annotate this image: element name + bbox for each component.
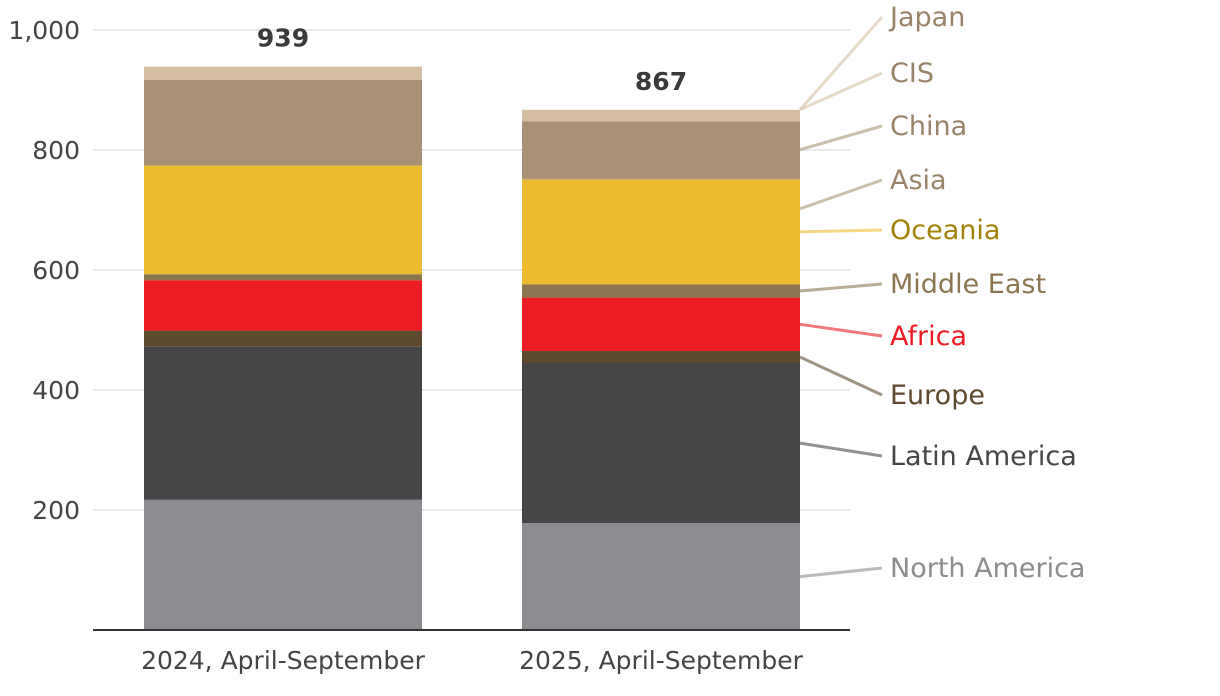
bar-segment-cis bbox=[144, 66, 422, 80]
leader-line-north-america bbox=[799, 566, 883, 579]
leader-line-cis bbox=[799, 71, 883, 112]
y-tick-label: 400 bbox=[32, 376, 80, 405]
x-category-label: 2024, April-September bbox=[141, 646, 426, 675]
leader-line-china bbox=[799, 124, 883, 152]
bar-segment-north-america bbox=[522, 523, 800, 630]
bar-segment-europe bbox=[144, 330, 422, 347]
leader-line-oceania bbox=[799, 228, 883, 234]
bar-segment-middle-east bbox=[522, 284, 800, 298]
leader-line-europe bbox=[799, 355, 883, 397]
series-labels: North America Latin America Europe Africa Mi… bbox=[888, 2, 1085, 584]
bar-segment-asia bbox=[522, 178, 800, 180]
bar-segment-china bbox=[522, 121, 800, 179]
series-label-japan: Japan bbox=[888, 2, 965, 33]
series-label-middle-east: Middle East bbox=[890, 269, 1046, 300]
bar-segment-cis bbox=[522, 109, 800, 122]
x-axis-categories: 2024, April-September 2025, April-Septemb… bbox=[141, 646, 804, 675]
bar-totals: 939 867 bbox=[257, 24, 687, 96]
bar-segment-oceania bbox=[522, 179, 800, 285]
leader-line-asia bbox=[799, 178, 883, 211]
y-axis-ticks: 200 400 600 800 1,000 bbox=[8, 16, 80, 525]
bar-segment-china bbox=[144, 79, 422, 166]
leader-line-latin-america bbox=[799, 441, 883, 458]
y-tick-label: 1,000 bbox=[8, 16, 80, 45]
bar-segment-europe bbox=[522, 351, 800, 363]
x-category-label: 2025, April-September bbox=[519, 646, 804, 675]
y-tick-label: 200 bbox=[32, 496, 80, 525]
y-tick-label: 600 bbox=[32, 256, 80, 285]
series-label-oceania: Oceania bbox=[890, 215, 1000, 246]
bar-segment-middle-east bbox=[144, 274, 422, 281]
series-label-north-america: North America bbox=[890, 553, 1085, 584]
bar-segment-africa bbox=[144, 280, 422, 331]
bar-total-label: 867 bbox=[635, 67, 687, 96]
bar-segment-latin-america bbox=[522, 363, 800, 524]
leader-line-africa bbox=[799, 322, 883, 338]
bar-total-label: 939 bbox=[257, 24, 309, 53]
bars bbox=[144, 66, 800, 630]
series-label-africa: Africa bbox=[890, 321, 967, 352]
bar-segment-africa bbox=[522, 297, 800, 351]
bar-segment-latin-america bbox=[144, 346, 422, 500]
y-tick-label: 800 bbox=[32, 136, 80, 165]
series-label-cis: CIS bbox=[890, 58, 934, 89]
series-label-asia: Asia bbox=[890, 165, 947, 196]
leader-line-japan bbox=[798, 16, 884, 111]
bar-segment-north-america bbox=[144, 499, 422, 630]
leader-line-middle-east bbox=[799, 282, 883, 293]
series-label-china: China bbox=[890, 111, 967, 142]
series-label-europe: Europe bbox=[890, 380, 985, 411]
bar-segment-oceania bbox=[144, 165, 422, 275]
series-label-latin-america: Latin America bbox=[890, 441, 1077, 472]
label-leader-lines bbox=[798, 16, 884, 579]
